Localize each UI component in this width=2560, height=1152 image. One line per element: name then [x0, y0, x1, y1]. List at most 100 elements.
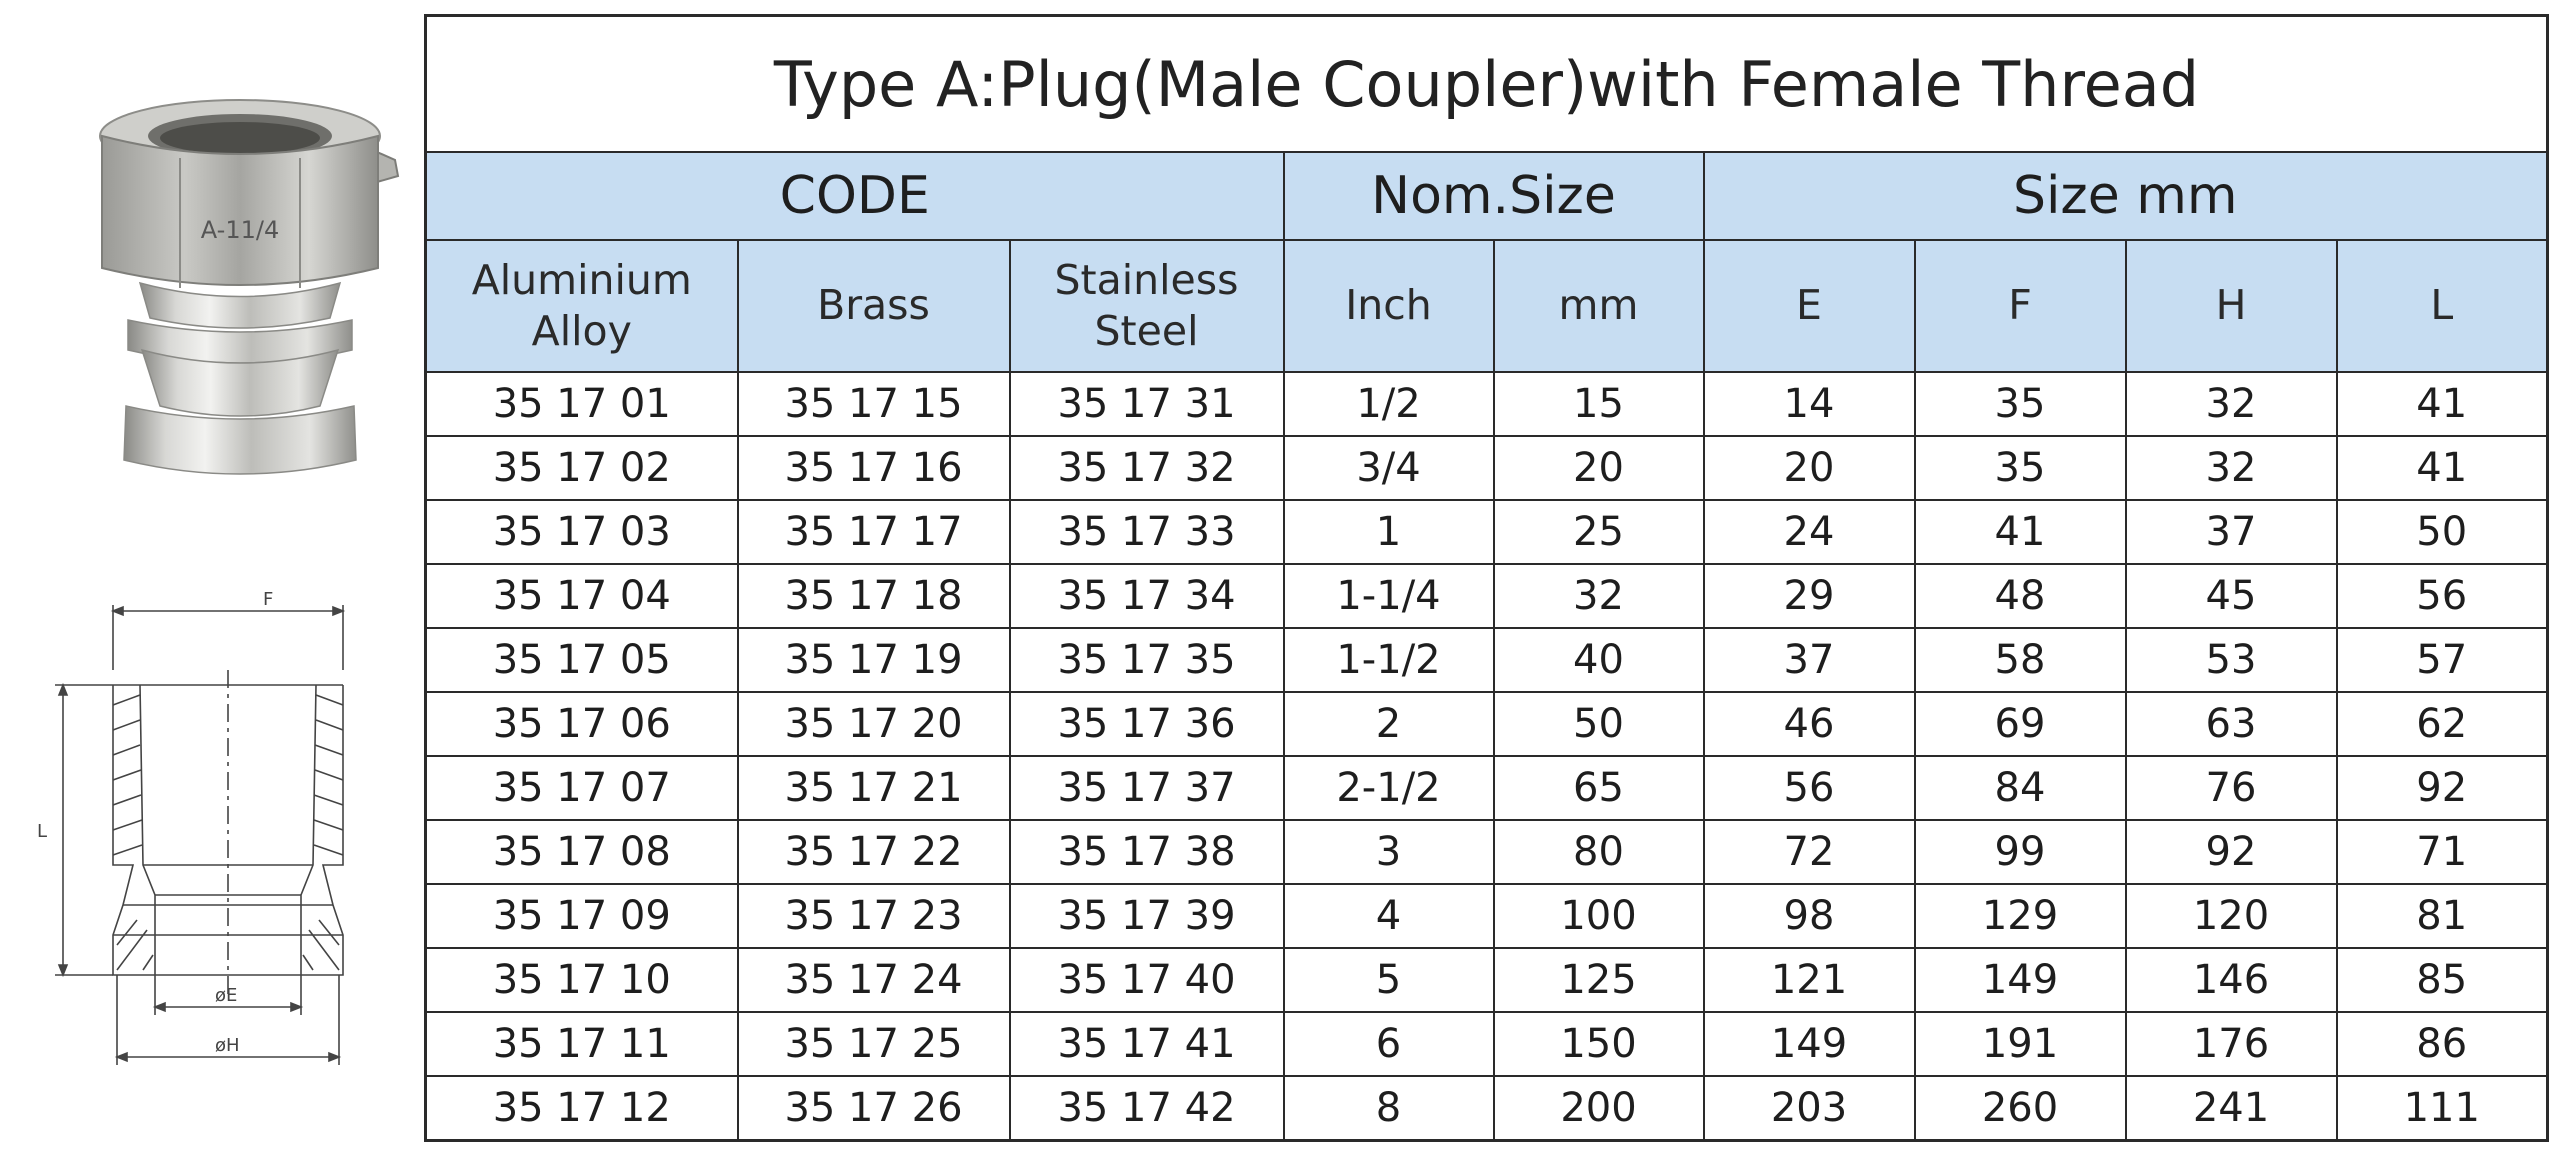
cell-stainless-code: 35 17 40 — [1008, 946, 1285, 1013]
col-header-stainless: Stainless Steel — [1008, 239, 1285, 373]
table-row: 35 17 07 35 17 21 35 17 37 2-1/2 65 56 8… — [424, 754, 2549, 821]
cell-brass-code: 35 17 18 — [736, 562, 1011, 629]
cell-mm: 15 — [1492, 371, 1705, 437]
cell-l: 85 — [2335, 946, 2549, 1013]
cell-e: 149 — [1702, 1010, 1916, 1077]
cell-f: 35 — [1913, 371, 2127, 437]
cell-e: 24 — [1702, 498, 1916, 565]
cell-e: 72 — [1702, 818, 1916, 885]
cell-aluminium-code: 35 17 10 — [424, 946, 739, 1013]
cell-stainless-code: 35 17 37 — [1008, 754, 1285, 821]
col-header-brass: Brass — [736, 239, 1011, 373]
cell-h: 63 — [2124, 690, 2338, 757]
group-header-nom-size: Nom.Size — [1282, 151, 1705, 241]
cell-f: 41 — [1913, 498, 2127, 565]
cell-inch: 5 — [1282, 946, 1495, 1013]
cell-h: 45 — [2124, 562, 2338, 629]
cell-e: 20 — [1702, 434, 1916, 501]
cell-e: 203 — [1702, 1074, 1916, 1142]
cell-mm: 80 — [1492, 818, 1705, 885]
table-title: Type A:Plug(Male Coupler)with Female Thr… — [424, 14, 2549, 153]
table-row: 35 17 10 35 17 24 35 17 40 5 125 121 149… — [424, 946, 2549, 1013]
cell-e: 98 — [1702, 882, 1916, 949]
cell-mm: 65 — [1492, 754, 1705, 821]
cell-brass-code: 35 17 17 — [736, 498, 1011, 565]
group-header-size-mm: Size mm — [1702, 151, 2549, 241]
cell-inch: 4 — [1282, 882, 1495, 949]
cell-f: 149 — [1913, 946, 2127, 1013]
cell-h: 120 — [2124, 882, 2338, 949]
cell-e: 121 — [1702, 946, 1916, 1013]
cell-brass-code: 35 17 20 — [736, 690, 1011, 757]
table-row: 35 17 11 35 17 25 35 17 41 6 150 149 191… — [424, 1010, 2549, 1077]
table-row: 35 17 06 35 17 20 35 17 36 2 50 46 69 63… — [424, 690, 2549, 757]
cell-brass-code: 35 17 24 — [736, 946, 1011, 1013]
cell-h: 176 — [2124, 1010, 2338, 1077]
cell-h: 92 — [2124, 818, 2338, 885]
dimension-drawing: F L øE øH — [37, 589, 346, 1065]
cell-f: 48 — [1913, 562, 2127, 629]
cell-mm: 200 — [1492, 1074, 1705, 1142]
cell-f: 35 — [1913, 434, 2127, 501]
cell-e: 37 — [1702, 626, 1916, 693]
cell-e: 56 — [1702, 754, 1916, 821]
cell-aluminium-code: 35 17 09 — [424, 882, 739, 949]
cell-aluminium-code: 35 17 02 — [424, 434, 739, 501]
table-row: 35 17 04 35 17 18 35 17 34 1-1/4 32 29 4… — [424, 562, 2549, 629]
cell-aluminium-code: 35 17 11 — [424, 1010, 739, 1077]
cell-l: 56 — [2335, 562, 2549, 629]
cell-aluminium-code: 35 17 05 — [424, 626, 739, 693]
cell-l: 92 — [2335, 754, 2549, 821]
cell-f: 129 — [1913, 882, 2127, 949]
cell-inch: 2-1/2 — [1282, 754, 1495, 821]
cell-inch: 1/2 — [1282, 371, 1495, 437]
cell-h: 53 — [2124, 626, 2338, 693]
table-row: 35 17 12 35 17 26 35 17 42 8 200 203 260… — [424, 1074, 2549, 1142]
technical-drawing: F L øE øH — [25, 575, 370, 1095]
drawing-label-l: L — [37, 821, 47, 842]
cell-brass-code: 35 17 16 — [736, 434, 1011, 501]
cell-brass-code: 35 17 21 — [736, 754, 1011, 821]
cell-inch: 6 — [1282, 1010, 1495, 1077]
photo-engraving: A-11/4 — [201, 216, 279, 244]
table-row: 35 17 02 35 17 16 35 17 32 3/4 20 20 35 … — [424, 434, 2549, 501]
table-body: 35 17 01 35 17 15 35 17 31 1/2 15 14 35 … — [424, 371, 2549, 1142]
cell-f: 99 — [1913, 818, 2127, 885]
cell-f: 58 — [1913, 626, 2127, 693]
cell-mm: 125 — [1492, 946, 1705, 1013]
cell-l: 71 — [2335, 818, 2549, 885]
cell-stainless-code: 35 17 39 — [1008, 882, 1285, 949]
cell-f: 191 — [1913, 1010, 2127, 1077]
cell-e: 46 — [1702, 690, 1916, 757]
cell-inch: 3/4 — [1282, 434, 1495, 501]
cell-l: 86 — [2335, 1010, 2549, 1077]
cell-l: 50 — [2335, 498, 2549, 565]
cell-brass-code: 35 17 26 — [736, 1074, 1011, 1142]
drawing-label-f: F — [263, 589, 273, 610]
cell-stainless-code: 35 17 34 — [1008, 562, 1285, 629]
cell-h: 76 — [2124, 754, 2338, 821]
cell-mm: 150 — [1492, 1010, 1705, 1077]
cell-aluminium-code: 35 17 06 — [424, 690, 739, 757]
cell-h: 37 — [2124, 498, 2338, 565]
col-header-mm: mm — [1492, 239, 1705, 373]
camlock-plug-image: A-11/4 — [99, 99, 400, 475]
cell-e: 14 — [1702, 371, 1916, 437]
product-photo: A-11/4 — [80, 88, 410, 493]
group-header-code: CODE — [424, 151, 1285, 241]
table-row: 35 17 05 35 17 19 35 17 35 1-1/2 40 37 5… — [424, 626, 2549, 693]
table-row: 35 17 01 35 17 15 35 17 31 1/2 15 14 35 … — [424, 371, 2549, 437]
cell-mm: 40 — [1492, 626, 1705, 693]
cell-h: 241 — [2124, 1074, 2338, 1142]
drawing-label-h: øH — [215, 1035, 240, 1056]
col-header-aluminium: Aluminium Alloy — [424, 239, 739, 373]
cell-l: 41 — [2335, 434, 2549, 501]
cell-h: 32 — [2124, 371, 2338, 437]
cell-stainless-code: 35 17 35 — [1008, 626, 1285, 693]
cell-l: 41 — [2335, 371, 2549, 437]
cell-aluminium-code: 35 17 12 — [424, 1074, 739, 1142]
col-header-f: F — [1913, 239, 2127, 373]
cell-f: 69 — [1913, 690, 2127, 757]
cell-brass-code: 35 17 15 — [736, 371, 1011, 437]
cell-mm: 50 — [1492, 690, 1705, 757]
